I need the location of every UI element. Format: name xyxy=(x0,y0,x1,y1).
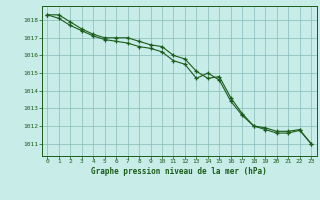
X-axis label: Graphe pression niveau de la mer (hPa): Graphe pression niveau de la mer (hPa) xyxy=(91,167,267,176)
